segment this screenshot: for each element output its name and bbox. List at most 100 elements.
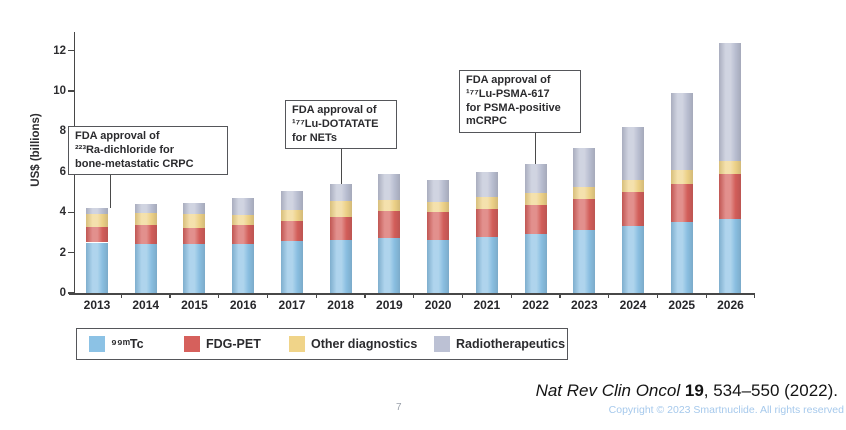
bar-segment-tc99m [573, 230, 596, 293]
x-tick-label: 2017 [278, 298, 306, 312]
y-tick-mark [67, 90, 75, 92]
page-number: 7 [396, 402, 402, 413]
annotation-box: FDA approval of ¹⁷⁷Lu-PSMA-617 for PSMA-po… [459, 70, 581, 133]
annotation-leader-line [340, 149, 342, 184]
x-tick-label: 2021 [473, 298, 501, 312]
legend-swatch-icon [289, 336, 305, 352]
annotation-text-line: FDA approval of [75, 130, 160, 142]
citation-pages: , 534–550 (2022). [703, 381, 838, 400]
annotation-text-line: for PSMA-positive [466, 101, 561, 114]
bar-segment-radiotherapeutics [573, 147, 596, 187]
bar-segment-radiotherapeutics [329, 183, 352, 202]
legend-swatch-icon [184, 336, 200, 352]
bar-segment-other-diagnostics [524, 193, 547, 206]
x-tick-label: 2015 [181, 298, 208, 312]
legend-item: ⁹⁹ᵐTc [89, 329, 144, 359]
x-tick-label: 2024 [619, 298, 647, 312]
x-axis-line [69, 293, 755, 295]
y-tick-label: 8 [59, 125, 66, 138]
bar-segment-fdg-pet [719, 173, 742, 220]
bar-segment-tc99m [329, 240, 352, 293]
legend-item: FDG-PET [184, 329, 261, 359]
x-tick-mark [559, 293, 561, 298]
bar-segment-other-diagnostics [719, 160, 742, 174]
x-tick-label: 2013 [83, 298, 111, 312]
bar-segment-fdg-pet [183, 228, 206, 244]
annotation-box: FDA approval of ²²³Ra-dichloride for bone-… [68, 126, 228, 176]
annotation-text-line: ¹⁷⁷Lu-PSMA-617 [466, 87, 550, 100]
x-tick-label: 2016 [229, 298, 257, 312]
bar-segment-tc99m [475, 237, 498, 293]
bar-segment-other-diagnostics [427, 202, 450, 213]
bar-segment-tc99m [134, 243, 157, 293]
bar-segment-fdg-pet [670, 183, 693, 223]
x-tick-label: 2014 [132, 298, 160, 312]
bar-segment-radiotherapeutics [524, 163, 547, 193]
x-tick-label: 2018 [327, 298, 354, 312]
x-tick-mark [705, 293, 707, 298]
y-tick-mark [67, 292, 75, 294]
bar-segment-other-diagnostics [622, 179, 645, 192]
bar-segment-fdg-pet [622, 192, 645, 227]
bar-segment-radiotherapeutics [232, 198, 255, 216]
x-tick-label: 2019 [376, 298, 403, 312]
legend-label: Other diagnostics [311, 337, 418, 351]
legend-label: ⁹⁹ᵐTc [111, 337, 144, 351]
bar-segment-other-diagnostics [329, 201, 352, 218]
bar-segment-tc99m [183, 243, 206, 293]
y-tick-label: 10 [53, 85, 66, 97]
bar-segment-other-diagnostics [475, 197, 498, 210]
y-tick-mark [67, 252, 75, 254]
bar-segment-tc99m [427, 240, 450, 293]
bar-segment-tc99m [86, 242, 108, 293]
x-tick-mark [218, 293, 220, 298]
annotation-leader-line [110, 175, 112, 209]
bar-segment-fdg-pet [524, 205, 547, 235]
legend-swatch-icon [89, 336, 105, 352]
copyright-notice: Copyright © 2023 Smartnuclide. All right… [608, 404, 844, 416]
annotation-text-line: FDA approval of [466, 74, 551, 86]
bar-segment-radiotherapeutics [86, 208, 108, 215]
bar-segment-other-diagnostics [573, 186, 596, 200]
bar-segment-tc99m [280, 241, 303, 293]
bar-segment-fdg-pet [134, 225, 157, 244]
y-tick-label: 4 [59, 206, 66, 219]
bar-segment-tc99m [378, 238, 401, 293]
y-tick-mark [67, 50, 75, 52]
x-tick-mark [266, 293, 269, 298]
annotation-text-line: mCRPC [466, 115, 507, 128]
y-tick-mark [67, 211, 75, 213]
y-tick-label: 0 [59, 287, 66, 299]
bar-segment-radiotherapeutics [134, 204, 157, 214]
x-tick-mark [656, 293, 658, 298]
x-tick-mark [461, 293, 464, 298]
x-tick-label: 2022 [522, 298, 549, 312]
bar-segment-radiotherapeutics [183, 203, 206, 215]
annotation-text-line: for NETs [292, 131, 338, 144]
chart-legend: ⁹⁹ᵐTc FDG-PET Other diagnostics Radiotherap… [76, 328, 568, 360]
annotation-text-line: FDA approval of [292, 104, 377, 116]
bar-segment-radiotherapeutics [475, 171, 498, 198]
x-tick-mark [120, 293, 122, 298]
bar-segment-tc99m [670, 222, 693, 293]
bar-segment-radiotherapeutics [719, 42, 742, 161]
bar-segment-fdg-pet [280, 221, 303, 242]
x-tick-mark [169, 293, 171, 298]
annotation-text-line: bone-metastatic CRPC [75, 157, 194, 170]
legend-item: Other diagnostics [289, 329, 417, 359]
bar-segment-tc99m [524, 234, 547, 293]
x-tick-mark [413, 293, 415, 298]
legend-label: Radiotherapeutics [456, 337, 566, 351]
bar-segment-other-diagnostics [232, 215, 255, 226]
legend-label: FDG-PET [206, 337, 261, 351]
bar-segment-tc99m [622, 226, 645, 293]
annotation-text-line: ¹⁷⁷Lu-DOTATATE [292, 117, 379, 130]
y-tick-label: 2 [59, 246, 66, 259]
bar-segment-other-diagnostics [378, 200, 401, 212]
bar-segment-other-diagnostics [183, 214, 206, 229]
bar-segment-fdg-pet [86, 227, 108, 243]
citation: Nat Rev Clin Oncol 19, 534–550 (2022). [536, 381, 838, 401]
bar-segment-other-diagnostics [86, 214, 108, 228]
